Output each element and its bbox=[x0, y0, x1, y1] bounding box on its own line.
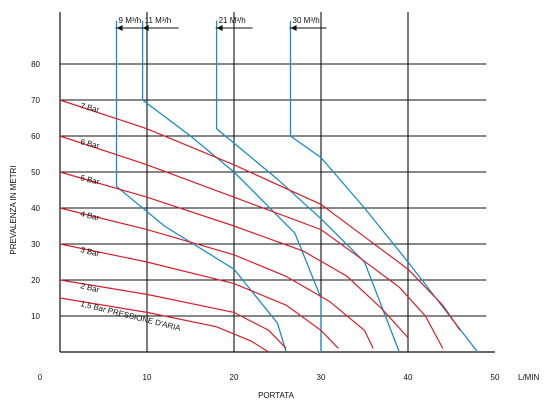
air-consumption-line bbox=[291, 21, 478, 352]
air-label-arrow bbox=[291, 25, 297, 31]
pressure-curve bbox=[60, 100, 460, 330]
pressure-curve-label: 3 Bar bbox=[80, 245, 101, 258]
pressure-curve-label: 6 Bar bbox=[80, 137, 101, 150]
pressure-curve bbox=[60, 244, 338, 348]
pressure-curve-label: 7 Bar bbox=[80, 101, 101, 114]
pressure-curve-label: 2 Bar bbox=[80, 281, 101, 294]
x-axis-unit: L/MIN bbox=[518, 373, 540, 382]
y-axis-label: PREVALENZA IN METRI bbox=[9, 165, 18, 254]
x-tick-label: 40 bbox=[404, 373, 413, 382]
air-label-arrow bbox=[117, 25, 123, 31]
air-consumption-label: 21 M³/h bbox=[219, 16, 246, 25]
air-label-arrow bbox=[217, 25, 223, 31]
y-tick-label: 50 bbox=[31, 168, 40, 177]
air-consumption-label: 11 M³/h bbox=[145, 16, 172, 25]
x-tick-label: 10 bbox=[143, 373, 152, 382]
x-tick-label: 0 bbox=[38, 373, 43, 382]
x-axis-label: PORTATA bbox=[258, 391, 295, 400]
y-tick-label: 10 bbox=[31, 312, 40, 321]
y-tick-label: 20 bbox=[31, 276, 40, 285]
x-tick-label: 30 bbox=[317, 373, 326, 382]
air-consumption-line bbox=[217, 21, 400, 352]
air-consumption-line bbox=[143, 21, 321, 352]
x-tick-label: 50 bbox=[491, 373, 500, 382]
air-consumption-label: 9 M³/h bbox=[119, 16, 142, 25]
x-tick-label: 20 bbox=[230, 373, 239, 382]
y-tick-label: 60 bbox=[31, 132, 40, 141]
air-consumption-layer bbox=[116, 21, 478, 352]
pressure-curve-label: 5 Bar bbox=[80, 173, 101, 186]
y-tick-label: 30 bbox=[31, 240, 40, 249]
air-consumption-label: 30 M³/h bbox=[293, 16, 320, 25]
y-tick-label: 80 bbox=[31, 60, 40, 69]
y-tick-label: 40 bbox=[31, 204, 40, 213]
pressure-curve-label: 4 Bar bbox=[80, 209, 101, 222]
air-label-arrow bbox=[143, 25, 149, 31]
y-tick-label: 70 bbox=[31, 96, 40, 105]
